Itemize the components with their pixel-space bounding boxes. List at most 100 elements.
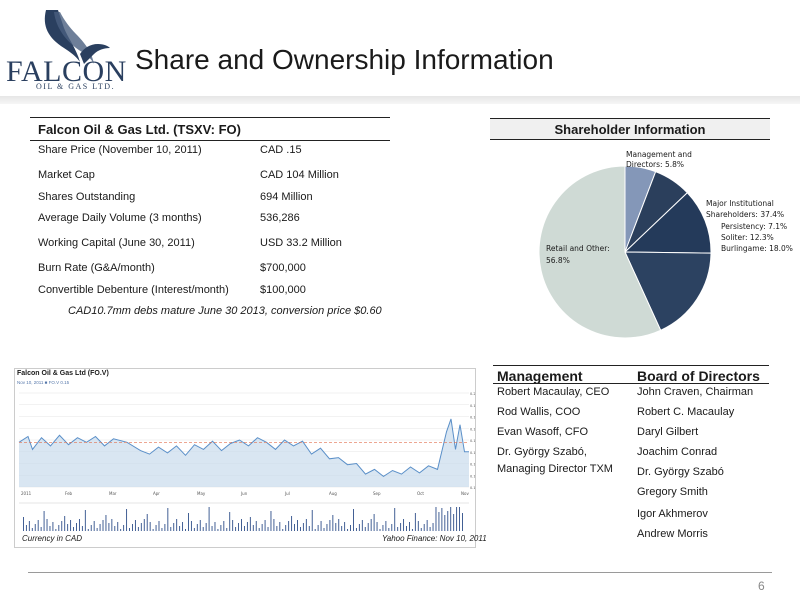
table-row: Share Price (November 10, 2011) CAD .15 (30, 144, 390, 164)
volume-bar (137, 527, 139, 531)
volume-bar (114, 526, 116, 531)
row-label: Share Price (November 10, 2011) (38, 144, 202, 156)
price-tick-label: 0.16 (470, 439, 475, 443)
volume-bar (252, 525, 254, 531)
volume-bar (158, 521, 160, 531)
volume-bar (132, 524, 133, 531)
volume-bar (190, 521, 192, 531)
volume-bar (323, 528, 325, 531)
stock-chart-plot: 0.20 0.19 0.18 0.17 0.16 0.15 0.14 0.13 0.12 2011… (18, 392, 479, 531)
volume-bar (302, 523, 304, 531)
board-item: Dr. György Szabó (637, 466, 724, 478)
price-tick-label: 0.18 (470, 416, 475, 420)
footer-divider (28, 572, 772, 573)
volume-bar (202, 527, 204, 531)
volume-bar (406, 526, 407, 531)
row-label: Working Capital (June 30, 2011) (38, 237, 195, 249)
volume-bar (338, 519, 340, 531)
volume-bar (120, 529, 122, 531)
volume-bar (179, 526, 181, 531)
management-item: Dr. György Szabó, (497, 446, 587, 458)
volume-bar (391, 524, 393, 531)
volume-bar (267, 527, 269, 531)
row-value: CAD 104 Million (260, 169, 339, 181)
price-tick-label: 0.19 (470, 404, 475, 408)
volume-bar (414, 513, 416, 531)
volume-bar (235, 527, 237, 531)
month-label: Feb (65, 491, 73, 496)
volume-bar (161, 528, 163, 531)
volume-bar (353, 509, 354, 531)
volume-bar (34, 524, 36, 531)
month-label: Apr (153, 491, 160, 496)
pie-label-burlingame: Burlingame: 18.0% (721, 244, 793, 253)
volume-bar (403, 519, 405, 531)
volume-bar (223, 521, 225, 531)
volume-bar (432, 523, 434, 531)
row-value: USD 33.2 Million (260, 237, 342, 249)
volume-bar (282, 529, 284, 531)
volume-bar (294, 524, 295, 531)
row-value: CAD .15 (260, 144, 302, 156)
board-item: Andrew Morris (637, 528, 708, 540)
volume-bar (117, 522, 119, 531)
volume-bar (93, 521, 95, 531)
volume-bar (397, 527, 399, 531)
volume-bar (55, 529, 57, 531)
volume-bar (238, 523, 240, 531)
volume-bar (261, 524, 263, 531)
table-row: Average Daily Volume (3 months) 536,286 (30, 212, 390, 232)
row-label: Convertible Debenture (Interest/month) (38, 284, 229, 296)
management-item: Rod Wallis, COO (497, 406, 581, 418)
volume-bar (276, 526, 278, 531)
volume-bar (64, 516, 66, 531)
board-item: Igor Akhmerov (637, 508, 708, 520)
volume-bar (335, 523, 337, 531)
table-row: Working Capital (June 30, 2011) USD 33.2… (30, 237, 390, 257)
volume-bar (43, 511, 45, 531)
volume-bar (358, 524, 360, 531)
volume-bar (208, 507, 210, 531)
volume-bar (123, 525, 125, 531)
price-area (19, 418, 469, 487)
volume-bar (40, 527, 42, 531)
table-row: Burn Rate (G&A/month) $700,000 (30, 262, 390, 282)
pie-label-mgmt-2: Directors: 5.8% (626, 160, 684, 169)
board-item: Gregory Smith (637, 486, 708, 498)
volume-bar (23, 517, 24, 531)
volume-bar (143, 519, 145, 531)
volume-bar (364, 527, 366, 531)
table-title: Falcon Oil & Gas Ltd. (TSXV: FO) (30, 117, 390, 141)
pie-label-major-2: Shareholders: 37.4% (706, 210, 784, 219)
stock-chart-title: Falcon Oil & Gas Ltd (FO.V) (17, 370, 109, 377)
volume-bar (155, 525, 157, 531)
volume-bar (52, 522, 54, 531)
board-item: Daryl Gilbert (637, 426, 699, 438)
volume-bar (394, 508, 396, 531)
volume-bar (350, 525, 351, 531)
volume-bar (28, 521, 30, 531)
volume-bar (279, 522, 281, 531)
volume-bar (37, 520, 39, 531)
falcon-logo-icon (44, 10, 110, 64)
volume-bar (246, 522, 248, 531)
volume-bar (462, 513, 463, 531)
volume-bar (370, 519, 372, 531)
volume-bar (220, 525, 222, 531)
row-label: Market Cap (38, 169, 95, 181)
month-label: Jun (240, 491, 248, 496)
volume-bar (84, 510, 86, 531)
volume-bar (126, 509, 128, 531)
row-label: Shares Outstanding (38, 191, 136, 203)
volume-bar (73, 527, 74, 531)
board-heading: Board of Directors (637, 368, 760, 384)
volume-bar (305, 519, 307, 531)
volume-bar (205, 523, 207, 531)
stock-price-chart: 0.20 0.19 0.18 0.17 0.16 0.15 0.14 0.13 0.12 2011… (14, 368, 479, 548)
volume-bar (332, 515, 334, 531)
volume-bar (170, 527, 172, 531)
volume-bar (232, 520, 234, 531)
volume-bar (388, 528, 390, 531)
price-tick-label: 0.14 (470, 463, 475, 467)
pie-slice-3 (624, 251, 712, 331)
